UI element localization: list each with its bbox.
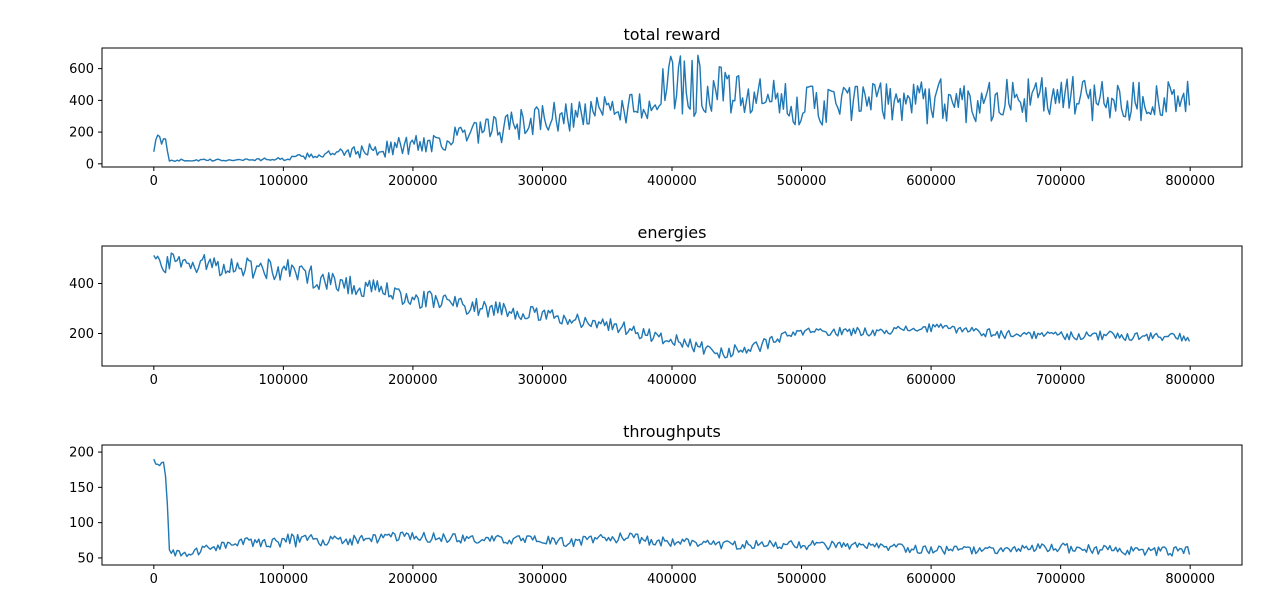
y-tick-label-0-1: 200 bbox=[69, 126, 94, 141]
x-tick-label-2-1: 100000 bbox=[259, 572, 309, 587]
chart-panel-0: 0 100000 200000 300000 400000 500000 600000 700… bbox=[69, 25, 1243, 189]
series-line-1-0 bbox=[153, 252, 1191, 359]
x-tick-label-1-5: 500000 bbox=[777, 373, 827, 388]
x-tick-label-2-7: 700000 bbox=[1036, 572, 1086, 587]
x-tick-label-1-3: 300000 bbox=[518, 373, 568, 388]
x-tick-label-2-5: 500000 bbox=[777, 572, 827, 587]
series-line-2-0 bbox=[153, 458, 1191, 558]
x-tick-label-1-1: 100000 bbox=[259, 373, 309, 388]
y-tick-label-1-0: 200 bbox=[69, 327, 94, 342]
y-tick-label-2-1: 100 bbox=[69, 516, 94, 531]
x-tick-label-2-0: 0 bbox=[150, 572, 158, 587]
chart-title-0: total reward bbox=[623, 25, 720, 44]
y-tick-label-2-0: 50 bbox=[77, 551, 94, 566]
y-tick-label-0-2: 400 bbox=[69, 94, 94, 109]
y-tick-label-0-0: 0 bbox=[86, 157, 94, 172]
x-tick-label-1-4: 400000 bbox=[647, 373, 697, 388]
x-tick-label-0-1: 100000 bbox=[259, 174, 309, 189]
x-tick-label-0-0: 0 bbox=[150, 174, 158, 189]
y-tick-label-0-3: 600 bbox=[69, 62, 94, 77]
x-tick-label-0-8: 800000 bbox=[1165, 174, 1215, 189]
x-tick-label-2-4: 400000 bbox=[647, 572, 697, 587]
x-tick-label-2-8: 800000 bbox=[1165, 572, 1215, 587]
x-tick-label-2-6: 600000 bbox=[906, 572, 956, 587]
chart-title-2: throughputs bbox=[623, 422, 721, 441]
x-tick-label-0-6: 600000 bbox=[906, 174, 956, 189]
chart-panel-2: 0 100000 200000 300000 400000 500000 600000 700… bbox=[69, 422, 1243, 587]
x-tick-label-1-8: 800000 bbox=[1165, 373, 1215, 388]
x-tick-label-0-4: 400000 bbox=[647, 174, 697, 189]
y-tick-label-2-2: 150 bbox=[69, 481, 94, 496]
y-tick-label-1-1: 400 bbox=[69, 277, 94, 292]
x-tick-label-0-3: 300000 bbox=[518, 174, 568, 189]
x-tick-label-1-7: 700000 bbox=[1036, 373, 1086, 388]
x-tick-label-1-2: 200000 bbox=[388, 373, 438, 388]
x-tick-label-1-0: 0 bbox=[150, 373, 158, 388]
x-tick-label-0-7: 700000 bbox=[1036, 174, 1086, 189]
x-tick-label-2-2: 200000 bbox=[388, 572, 438, 587]
x-tick-label-0-2: 200000 bbox=[388, 174, 438, 189]
chart-panel-1: 0 100000 200000 300000 400000 500000 600000 700… bbox=[69, 223, 1243, 388]
chart-title-1: energies bbox=[638, 223, 707, 242]
x-tick-label-0-5: 500000 bbox=[777, 174, 827, 189]
series-line-0-0 bbox=[153, 54, 1191, 163]
y-tick-label-2-3: 200 bbox=[69, 446, 94, 461]
x-tick-label-1-6: 600000 bbox=[906, 373, 956, 388]
x-tick-label-2-3: 300000 bbox=[518, 572, 568, 587]
